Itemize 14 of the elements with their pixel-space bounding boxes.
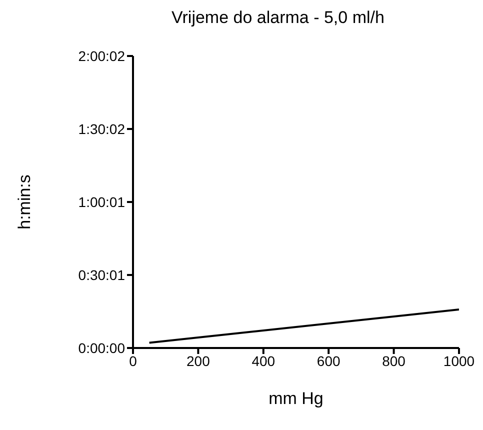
y-tick-label: 1:30:02 xyxy=(78,120,126,137)
chart-title: Vrijeme do alarma - 5,0 ml/h xyxy=(170,8,386,28)
x-tick-label: 600 xyxy=(316,352,340,369)
x-tick-label: 400 xyxy=(252,352,276,369)
y-tick-label: 2:00:02 xyxy=(78,48,126,64)
y-tick-label: 0:00:00 xyxy=(78,340,126,356)
y-tick-label: 0:30:01 xyxy=(78,266,126,283)
y-axis-title: h:min:s xyxy=(15,174,34,230)
x-tick-label: 0 xyxy=(129,352,138,369)
x-tick-label: 200 xyxy=(186,352,210,369)
x-axis-title: mm Hg xyxy=(268,389,324,408)
x-tick-label: 800 xyxy=(382,352,406,369)
x-tick-label: 1000 xyxy=(443,352,475,369)
y-tick-label: 1:00:01 xyxy=(78,194,126,210)
